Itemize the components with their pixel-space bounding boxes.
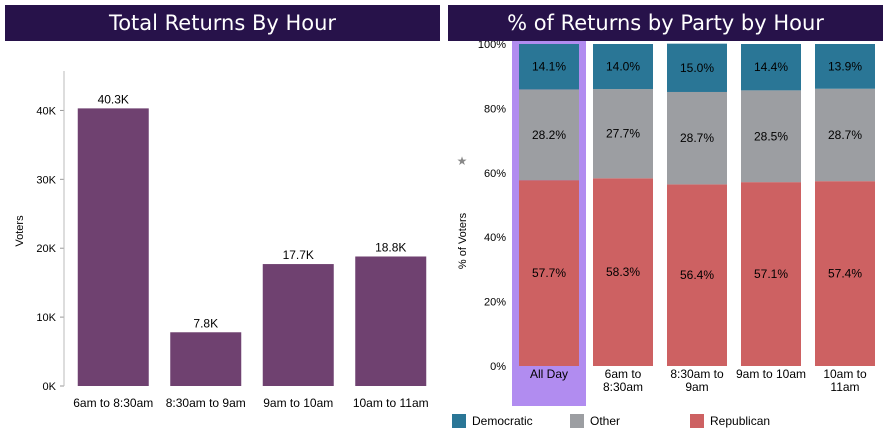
y-tick-label: 0% <box>490 361 506 373</box>
x-tick-label: 9am <box>685 380 708 394</box>
stacked-bar-segment <box>741 90 801 183</box>
total-returns-chart-title: Total Returns By Hour <box>5 5 440 41</box>
party-returns-chart-svg: % of Voters ★ 0% 20% 40% 60% 80% 100% 57.7% 28.2%… <box>457 39 875 406</box>
legend-label-other: Other <box>590 414 621 428</box>
stacked-bar-segment <box>667 43 727 92</box>
stacked-bar-segment <box>741 182 801 366</box>
bar-data-label: 40.3K <box>98 92 129 106</box>
segment-data-label: 13.9% <box>828 59 862 73</box>
segment-data-label: 14.0% <box>606 60 640 74</box>
stacked-bar-segment <box>593 44 653 90</box>
x-tick-label: 8:30am to <box>670 367 724 381</box>
party-returns-chart: % of Voters ★ 0% 20% 40% 60% 80% 100% 57.7% 28.2%… <box>448 39 888 438</box>
legend-swatch-other <box>570 414 584 428</box>
stacked-bar-segment <box>741 44 801 91</box>
segment-data-label: 14.1% <box>532 60 566 74</box>
segment-data-label: 28.5% <box>754 129 788 143</box>
bar-data-label: 18.8K <box>375 240 406 254</box>
total-returns-chart: Voters 0K 10K 20K 30K 40K 40.3K 6am to 8:30am 7.… <box>5 41 440 416</box>
legend-label-democratic: Democratic <box>472 414 533 428</box>
y-tick-label: 100% <box>478 41 506 51</box>
pin-icon: ★ <box>457 154 468 168</box>
x-tick-label: 8:30am <box>603 380 643 394</box>
legend-label-republican: Republican <box>710 414 771 428</box>
bar-data-label: 17.7K <box>283 248 314 262</box>
y-tick-label: 0K <box>43 381 57 393</box>
stacked-bar-segment <box>593 89 653 179</box>
x-tick-label: All Day <box>530 367 568 381</box>
x-tick-label: 10am to 11am <box>353 396 429 410</box>
stacked-bar-segment <box>667 91 727 185</box>
legend-item-other[interactable]: Other <box>570 414 620 428</box>
bar <box>262 264 334 386</box>
stacked-bar-segment <box>519 180 579 366</box>
y-tick-label: 10K <box>36 312 56 324</box>
stacked-bar-segment <box>815 181 875 366</box>
bar <box>170 332 242 386</box>
segment-data-label: 14.4% <box>754 60 788 74</box>
segment-data-label: 28.7% <box>828 128 862 142</box>
x-tick-label: 6am to 8:30am <box>73 396 153 410</box>
x-tick-label: 10am to <box>823 367 867 381</box>
legend-item-democratic[interactable]: Democratic <box>452 414 533 428</box>
segment-data-label: 27.7% <box>606 127 640 141</box>
y-axis-title: Voters <box>14 215 26 247</box>
party-returns-chart-title: % of Returns by Party by Hour <box>448 5 883 41</box>
bar-data-label: 7.8K <box>193 316 218 330</box>
y-tick-label: 40K <box>36 105 56 117</box>
stacked-bar-segment <box>519 89 579 181</box>
segment-data-label: 28.7% <box>680 131 714 145</box>
legend-swatch-republican <box>690 414 704 428</box>
y-tick-label: 40% <box>484 232 506 244</box>
legend-swatch-democratic <box>452 414 466 428</box>
stacked-bar-segment <box>519 44 579 90</box>
y-axis-title: % of Voters <box>457 212 469 269</box>
x-tick-label: 11am <box>830 380 859 394</box>
segment-data-label: 58.3% <box>606 265 640 279</box>
segment-data-label: 15.0% <box>680 61 714 75</box>
segment-data-label: 57.7% <box>532 266 566 280</box>
x-tick-label: 9am to 10am <box>263 396 333 410</box>
legend-item-republican[interactable]: Republican <box>690 414 770 428</box>
stacked-bar-segment <box>667 184 727 366</box>
x-tick-label: 9am to 10am <box>736 367 806 381</box>
x-tick-label: 6am to <box>605 367 642 381</box>
x-tick-label: 8:30am to 9am <box>166 396 246 410</box>
y-tick-label: 80% <box>484 103 506 115</box>
segment-data-label: 56.4% <box>680 268 714 282</box>
y-tick-label: 60% <box>484 168 506 180</box>
y-tick-label: 30K <box>36 174 56 186</box>
y-tick-label: 20% <box>484 297 506 309</box>
bar <box>77 108 149 386</box>
segment-data-label: 57.1% <box>754 267 788 281</box>
bar <box>355 256 427 386</box>
stacked-bar-segment <box>815 44 875 89</box>
segment-data-label: 57.4% <box>828 267 862 281</box>
stacked-bar-segment <box>593 178 653 366</box>
segment-data-label: 28.2% <box>532 128 566 142</box>
y-tick-label: 20K <box>36 243 56 255</box>
total-returns-chart-svg: Voters 0K 10K 20K 30K 40K 40.3K 6am to 8:30am 7.… <box>14 71 429 410</box>
stacked-bar-segment <box>815 88 875 182</box>
